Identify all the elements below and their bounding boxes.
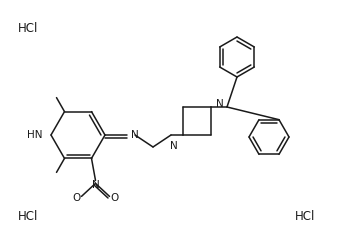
Text: O: O [72,193,81,203]
Text: HCl: HCl [18,210,38,223]
Text: N: N [216,99,224,109]
Text: N: N [92,180,99,190]
Text: HCl: HCl [295,210,315,223]
Text: N: N [131,130,139,140]
Text: HN: HN [28,130,43,140]
Text: N: N [170,141,178,151]
Text: HCl: HCl [18,22,38,35]
Text: O: O [110,193,119,203]
